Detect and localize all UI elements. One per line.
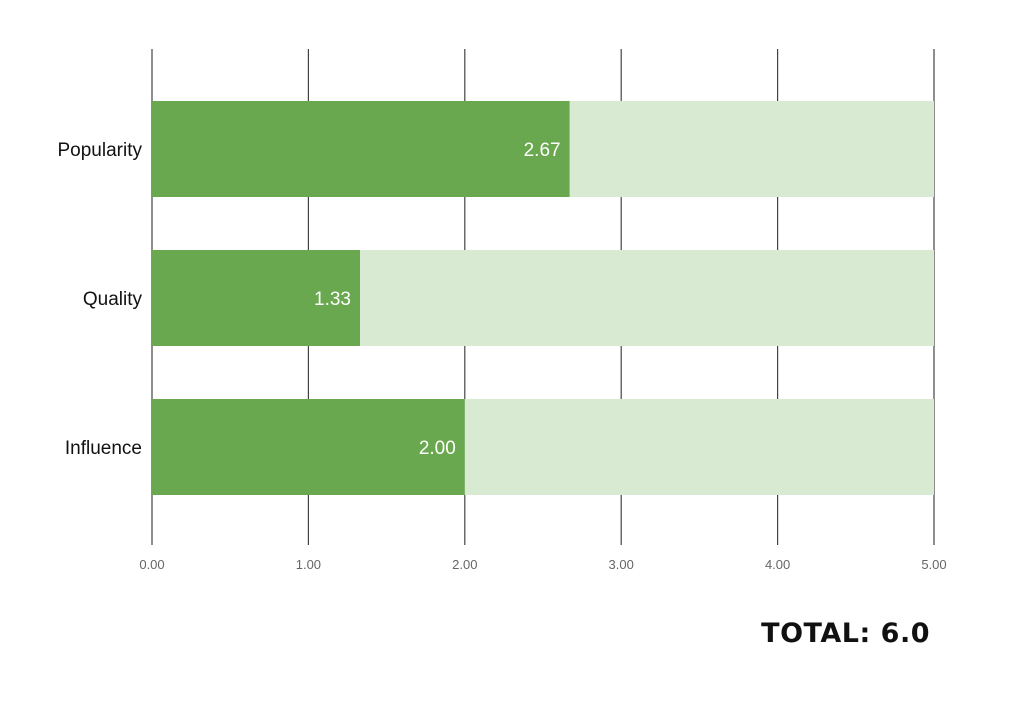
bars xyxy=(152,101,934,495)
x-tick-label: 0.00 xyxy=(139,557,164,572)
x-tick-label: 4.00 xyxy=(765,557,790,572)
category-label: Influence xyxy=(65,438,142,459)
bar xyxy=(152,399,465,495)
x-tick-label: 3.00 xyxy=(609,557,634,572)
total-label: TOTAL: 6.0 xyxy=(761,618,930,649)
bar-value-label: 2.67 xyxy=(524,140,561,161)
x-tick-label: 2.00 xyxy=(452,557,477,572)
bar xyxy=(152,101,570,197)
labels: 0.00 1.00 2.00 3.00 4.00 5.00 2.67 Popularity 1.… xyxy=(58,140,947,572)
bar-value-label: 2.00 xyxy=(419,438,456,459)
x-tick-label: 5.00 xyxy=(921,557,946,572)
bar xyxy=(152,250,361,346)
bar-value-label: 1.33 xyxy=(314,289,351,310)
category-label: Popularity xyxy=(58,140,143,161)
category-label: Quality xyxy=(83,289,143,310)
x-tick-label: 1.00 xyxy=(296,557,321,572)
